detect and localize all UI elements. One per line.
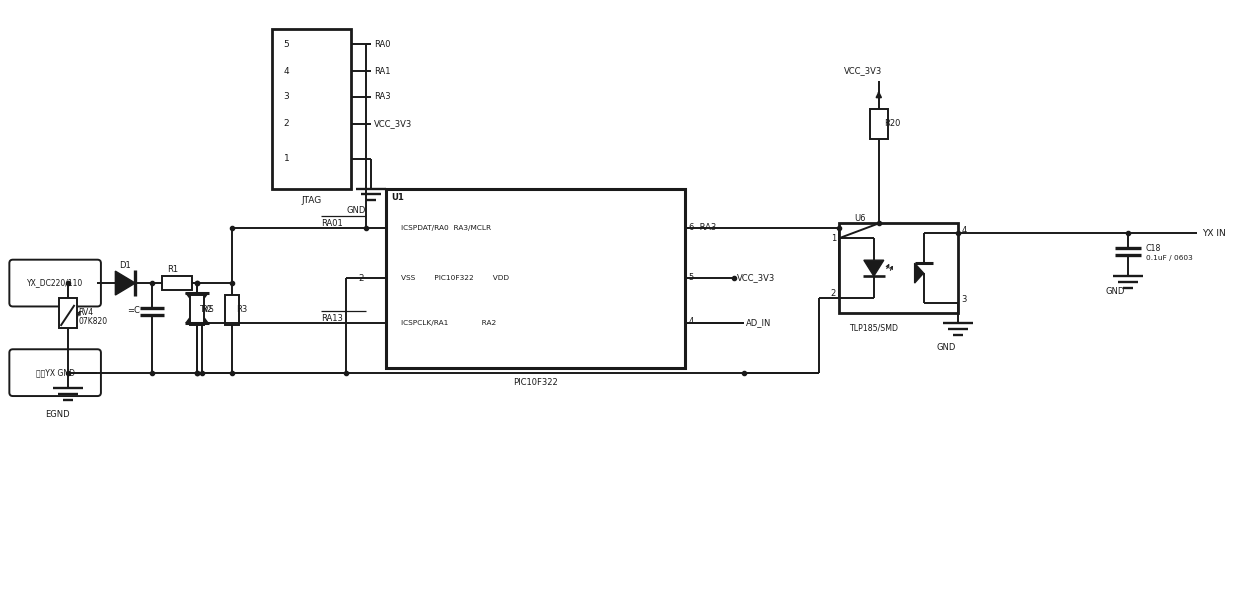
Text: 4: 4 xyxy=(961,226,967,235)
Bar xyxy=(869,109,888,139)
Text: GND: GND xyxy=(1106,286,1126,295)
Text: 5: 5 xyxy=(284,39,289,48)
Bar xyxy=(272,29,351,188)
Text: 2: 2 xyxy=(358,274,365,283)
Text: TLP185/SMD: TLP185/SMD xyxy=(849,324,898,332)
Bar xyxy=(190,295,203,325)
Text: YX_DC220/110: YX_DC220/110 xyxy=(27,279,83,288)
Text: 3: 3 xyxy=(961,295,967,304)
Text: R2: R2 xyxy=(201,306,212,315)
Text: 4: 4 xyxy=(284,66,289,75)
Text: VSS        PIC10F322        VDD: VSS PIC10F322 VDD xyxy=(401,275,510,281)
Text: 外部YX GND: 外部YX GND xyxy=(36,368,74,377)
Text: R20: R20 xyxy=(884,120,900,129)
Text: VCC_3V3: VCC_3V3 xyxy=(844,66,882,75)
Text: ICSPDAT/RA0  RA3/MCLR: ICSPDAT/RA0 RA3/MCLR xyxy=(401,225,491,231)
Text: R1: R1 xyxy=(167,265,179,274)
Text: AD_IN: AD_IN xyxy=(746,318,771,327)
Text: YX IN: YX IN xyxy=(1203,229,1226,238)
Polygon shape xyxy=(186,293,208,308)
Bar xyxy=(224,295,239,325)
Text: RA01: RA01 xyxy=(321,219,343,228)
Text: 0.1uF / 0603: 0.1uF / 0603 xyxy=(1146,255,1193,261)
Text: R3: R3 xyxy=(236,306,247,315)
Text: RA1: RA1 xyxy=(374,66,391,75)
Bar xyxy=(58,298,77,328)
Text: PIC10F322: PIC10F322 xyxy=(513,378,558,387)
Polygon shape xyxy=(915,263,924,283)
Text: 3: 3 xyxy=(284,93,289,102)
Text: 1: 1 xyxy=(831,234,836,243)
Text: RA13: RA13 xyxy=(321,315,343,324)
Text: U6: U6 xyxy=(854,214,866,223)
Text: 2: 2 xyxy=(284,120,289,129)
Text: 4: 4 xyxy=(688,318,694,327)
Polygon shape xyxy=(186,308,208,323)
Text: ICSPCLK/RA1              RA2: ICSPCLK/RA1 RA2 xyxy=(401,320,496,326)
Polygon shape xyxy=(864,260,884,276)
Bar xyxy=(839,224,959,313)
Text: RV4: RV4 xyxy=(78,309,94,318)
Text: C18: C18 xyxy=(1146,244,1161,253)
Text: U1: U1 xyxy=(391,193,404,202)
Text: =C: =C xyxy=(128,306,140,315)
Text: 6  RA3: 6 RA3 xyxy=(688,224,715,233)
Text: GND: GND xyxy=(936,343,956,352)
FancyBboxPatch shape xyxy=(10,260,100,306)
Text: EGND: EGND xyxy=(46,410,69,419)
Text: RA0: RA0 xyxy=(374,39,391,48)
Text: JTAG: JTAG xyxy=(301,196,321,205)
Text: RA3: RA3 xyxy=(374,93,391,102)
Bar xyxy=(386,188,684,368)
Text: GND: GND xyxy=(346,206,366,215)
Polygon shape xyxy=(115,271,135,295)
Text: 07K820: 07K820 xyxy=(78,318,108,327)
Bar xyxy=(162,276,192,290)
Text: 1: 1 xyxy=(284,154,289,163)
Text: VCC_3V3: VCC_3V3 xyxy=(374,120,413,129)
Text: TVS: TVS xyxy=(200,306,215,315)
Text: VCC_3V3: VCC_3V3 xyxy=(737,274,775,283)
FancyBboxPatch shape xyxy=(10,349,100,396)
Text: D1: D1 xyxy=(119,261,131,270)
Text: 2: 2 xyxy=(831,288,836,298)
Text: 5: 5 xyxy=(688,273,694,282)
